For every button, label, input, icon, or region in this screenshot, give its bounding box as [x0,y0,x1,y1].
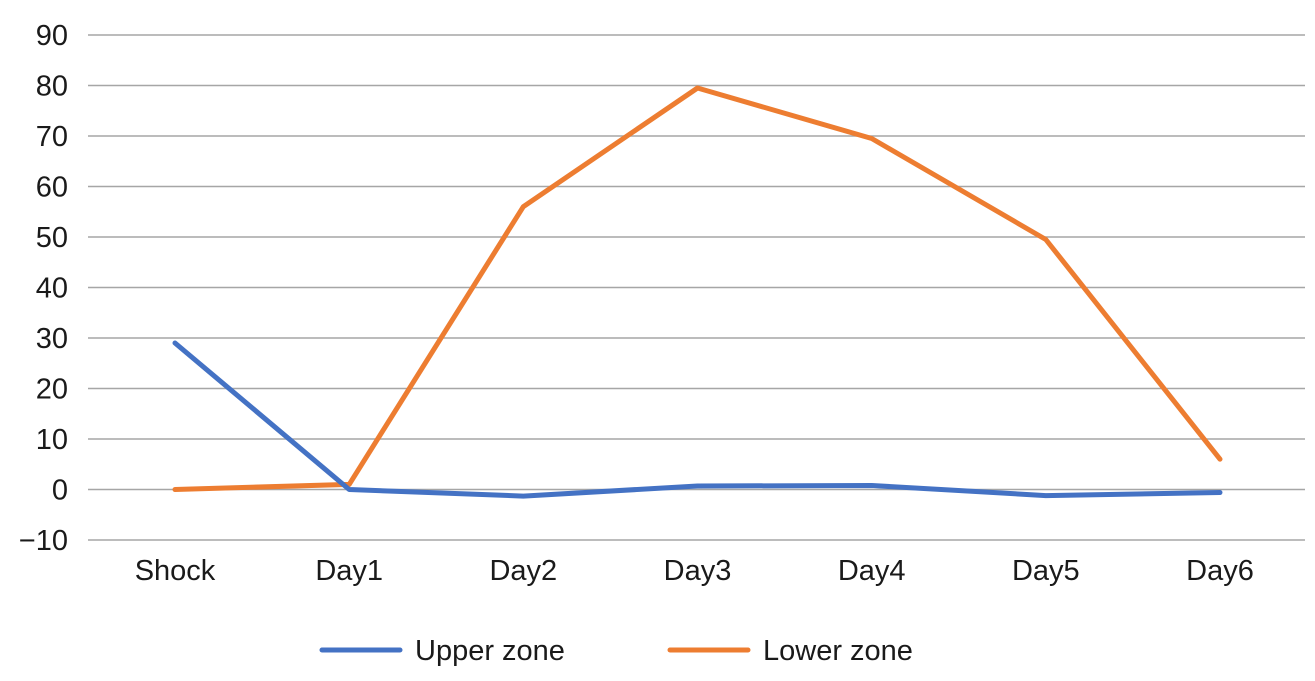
x-tick-label: Day4 [838,555,906,587]
series-lines [172,85,1223,499]
y-tick-label: 80 [36,71,68,103]
y-tick-label: 40 [36,273,68,305]
x-tick-label: Day1 [315,555,383,587]
x-tick-label: Day5 [1012,555,1080,587]
series-line-upper-zone [172,340,1223,499]
y-tick-label: 10 [36,424,68,456]
legend-label: Upper zone [415,635,565,667]
x-axis-tick-labels: Shock Day1 Day2 Day3 Day4 Day5 Day6 [135,555,1254,587]
y-tick-label: −10 [19,525,68,557]
x-tick-label: Day6 [1186,555,1254,587]
y-tick-label: 0 [52,475,68,507]
legend-label: Lower zone [763,635,913,667]
x-tick-label: Day2 [489,555,557,587]
x-tick-label: Shock [135,555,216,587]
y-tick-label: 50 [36,222,68,254]
y-tick-label: 60 [36,172,68,204]
y-axis-tick-labels: −10 0 10 20 30 40 50 60 70 80 90 [19,20,68,557]
y-tick-label: 70 [36,121,68,153]
y-tick-label: 30 [36,323,68,355]
x-tick-label: Day3 [664,555,732,587]
gridlines [88,34,1305,541]
series-line-lower-zone [172,85,1223,492]
y-tick-label: 20 [36,374,68,406]
legend: Upper zone Lower zone [319,635,913,667]
y-tick-label: 90 [36,20,68,52]
